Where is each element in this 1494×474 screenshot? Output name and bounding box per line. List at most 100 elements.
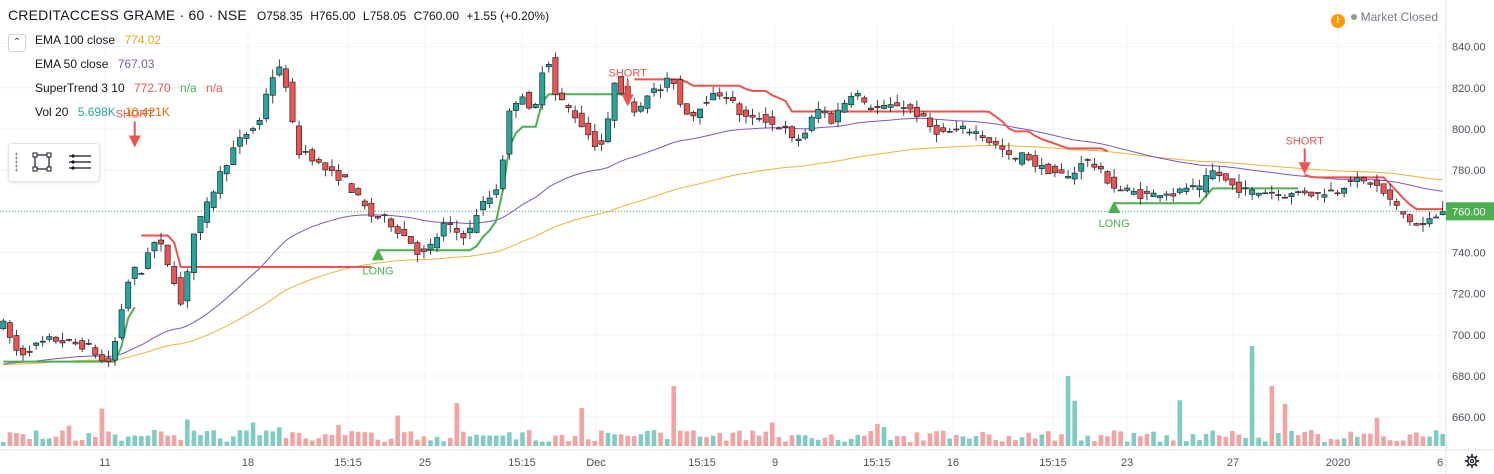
- volume-bar: [0, 441, 6, 446]
- volume-bar: [244, 430, 249, 446]
- candle-body: [1203, 175, 1210, 193]
- volume-bar: [362, 432, 368, 446]
- candle-body: [322, 162, 329, 171]
- volume-bar: [1354, 436, 1360, 446]
- candle-body: [651, 88, 657, 93]
- candle-body: [769, 116, 776, 125]
- candle-body: [309, 149, 316, 162]
- y-tick-label: 820.00: [1452, 83, 1486, 95]
- candle-body: [276, 66, 283, 76]
- candle-body: [1400, 211, 1407, 215]
- volume-bar: [507, 432, 512, 446]
- candle-body: [85, 343, 92, 345]
- volume-bar: [1006, 435, 1012, 446]
- candle-body: [1025, 153, 1032, 161]
- candle-body: [13, 335, 20, 351]
- volume-bar: [848, 438, 854, 446]
- volume-bar: [73, 440, 78, 446]
- candle-body: [848, 95, 855, 106]
- candle-body: [315, 159, 322, 163]
- volume-bar: [401, 432, 407, 446]
- candle-body: [361, 200, 368, 207]
- volume-bar: [691, 430, 696, 446]
- volume-bar: [546, 441, 552, 446]
- volume-bar: [1276, 433, 1281, 446]
- volume-bar: [986, 434, 992, 446]
- volume-bar: [388, 438, 394, 446]
- y-tick-label: 720.00: [1452, 289, 1486, 301]
- candle-body: [125, 281, 132, 309]
- volume-bar: [868, 431, 874, 446]
- change-value: +1.55 (+0.20%): [466, 9, 550, 23]
- candle-body: [499, 159, 506, 190]
- indicator-ema100[interactable]: EMA 100 close 774.02: [35, 33, 161, 47]
- grid: [0, 26, 1446, 446]
- volume-bar: [717, 433, 723, 446]
- lines-settings-button[interactable]: [67, 150, 93, 174]
- x-tick-label: 27: [1227, 457, 1239, 469]
- candle-body: [1163, 193, 1170, 196]
- market-status[interactable]: ! Market Closed: [1330, 10, 1438, 28]
- indicator-value: 772.70: [133, 81, 171, 95]
- candle-body: [1144, 191, 1150, 194]
- volume-bar: [862, 435, 867, 446]
- volume-bar: [1184, 441, 1189, 446]
- volume-bar: [592, 440, 598, 446]
- x-tick-label: 25: [419, 457, 431, 469]
- indicator-supertrend[interactable]: SuperTrend 3 10 772.70 n/a n/a: [35, 81, 223, 95]
- candle-body: [933, 125, 940, 135]
- volume-bar: [526, 430, 532, 446]
- candle-body: [940, 127, 947, 132]
- volume-bar: [1269, 386, 1275, 446]
- volume-bar: [500, 435, 506, 446]
- volume-bar: [539, 441, 545, 446]
- volume-bar: [802, 435, 808, 446]
- candle-body: [118, 309, 125, 339]
- candle-body: [1255, 192, 1262, 196]
- rectangle-tool-button[interactable]: [29, 150, 55, 174]
- volume-bar: [1098, 435, 1104, 446]
- volume-bar: [428, 440, 433, 446]
- indicator-ema50[interactable]: EMA 50 close 767.03: [35, 57, 154, 71]
- volume-bar: [842, 441, 847, 446]
- candle-body: [1380, 183, 1387, 194]
- last-price-label: 760.00: [1452, 206, 1486, 218]
- symbol-title[interactable]: CREDITACCESS GRAME · 60 · NSE: [8, 7, 247, 23]
- volume-bar: [263, 430, 269, 446]
- volume-bar: [33, 430, 39, 446]
- signal-label: LONG: [362, 265, 393, 277]
- volume-bar: [566, 440, 571, 446]
- volume-bar: [165, 435, 170, 446]
- candle-body: [841, 102, 848, 113]
- candle-body: [736, 103, 743, 116]
- collapse-legend-button[interactable]: ⌃: [8, 34, 26, 52]
- supertrend-line: [141, 234, 372, 268]
- volume-bar: [1315, 434, 1321, 446]
- candle-body: [966, 131, 973, 134]
- candle-body: [388, 218, 395, 228]
- candle-body: [1130, 190, 1137, 195]
- candle-body: [20, 347, 26, 356]
- candle-body: [1032, 155, 1039, 167]
- volume-bar: [1144, 434, 1150, 446]
- y-tick-label: 740.00: [1452, 247, 1486, 259]
- candle-body: [79, 340, 86, 350]
- candle-body: [112, 341, 118, 361]
- drag-handle[interactable]: [15, 152, 18, 172]
- volume-bar: [730, 432, 736, 446]
- candle-body: [835, 109, 841, 123]
- candle-body: [302, 151, 309, 153]
- gear-icon[interactable]: [1464, 453, 1480, 469]
- candle-body: [440, 222, 447, 237]
- indicator-label: SuperTrend 3 10: [35, 81, 125, 95]
- volume-bar: [1302, 431, 1307, 446]
- indicator-volume[interactable]: Vol 20 5.698K 10.421K: [35, 105, 170, 119]
- candle-body: [1301, 190, 1308, 194]
- candle-body: [66, 339, 72, 341]
- volume-bar: [1348, 431, 1353, 446]
- candle-body: [677, 79, 684, 105]
- y-tick-label: 840.00: [1452, 42, 1486, 54]
- candle-body: [1157, 195, 1164, 198]
- time-axis[interactable]: 11 18 15:15 25 15:15 Dec 15:15 9 15:15 16 15:15 23 2…: [99, 457, 1443, 469]
